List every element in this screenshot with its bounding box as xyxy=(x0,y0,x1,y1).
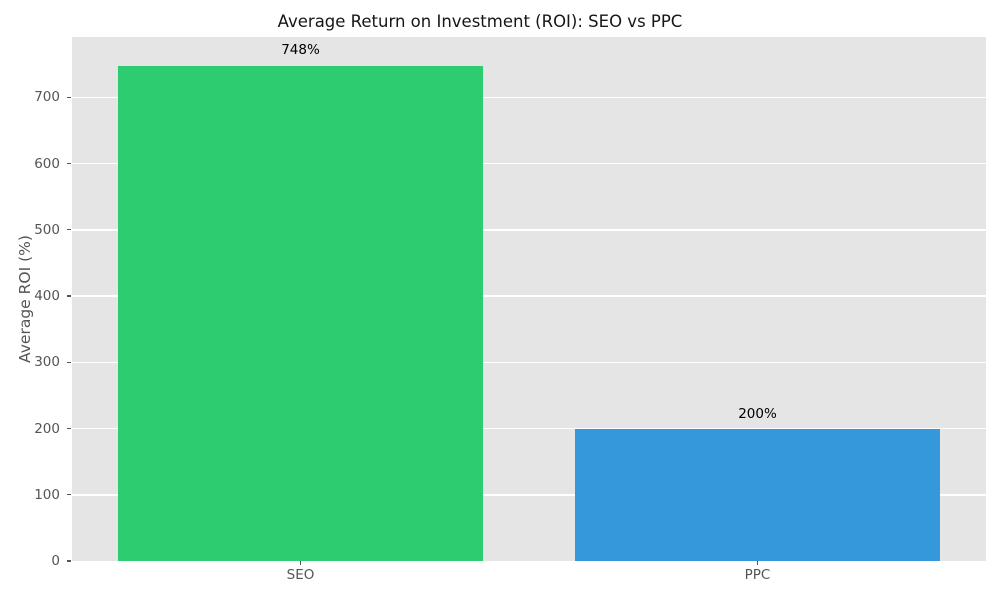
y-tick-label: 200 xyxy=(34,420,60,437)
y-tick-mark xyxy=(66,361,71,363)
gridline-y-300 xyxy=(72,361,986,363)
y-tick-label: 0 xyxy=(51,553,60,569)
gridline-y-400 xyxy=(72,295,986,297)
y-tick-mark xyxy=(66,96,71,98)
bar-ppc xyxy=(574,428,941,561)
y-tick-label: 600 xyxy=(34,155,60,172)
y-tick-mark xyxy=(66,295,71,297)
y-tick-label: 300 xyxy=(34,354,60,371)
bar-seo xyxy=(117,65,484,561)
bar-value-label-seo: 748% xyxy=(281,42,320,59)
y-tick-mark xyxy=(66,560,71,562)
gridline-y-700 xyxy=(72,96,986,99)
y-tick-label: 400 xyxy=(34,288,60,305)
x-tick-mark xyxy=(756,561,759,565)
gridline-y-200 xyxy=(72,427,986,430)
y-tick-mark xyxy=(66,427,71,430)
chart-title: Average Return on Investment (ROI): SEO … xyxy=(277,12,683,31)
gridline-y-600 xyxy=(72,162,986,165)
x-tick-label-ppc: PPC xyxy=(744,567,771,583)
y-tick-mark xyxy=(66,229,71,231)
bar-value-label-ppc: 200% xyxy=(738,405,777,422)
y-tick-mark xyxy=(66,494,71,496)
gridline-y-100 xyxy=(72,494,986,496)
y-tick-label: 700 xyxy=(34,89,60,106)
y-tick-label: 500 xyxy=(34,221,60,238)
x-tick-label-seo: SEO xyxy=(286,567,315,583)
plot-area: 748% 200% xyxy=(72,37,986,561)
y-tick-label: 100 xyxy=(34,486,60,503)
x-tick-mark xyxy=(299,561,302,565)
y-tick-mark xyxy=(66,162,71,165)
gridline-y-500 xyxy=(72,229,986,231)
